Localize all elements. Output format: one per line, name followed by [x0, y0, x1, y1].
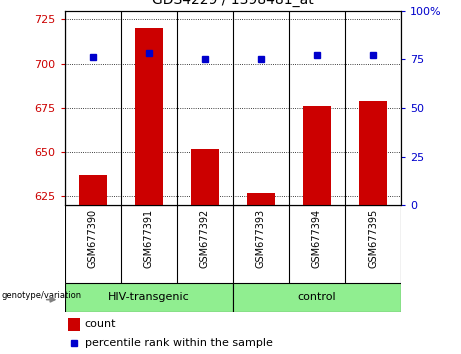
- Text: count: count: [85, 319, 116, 329]
- Bar: [65, 283, 233, 312]
- Bar: [78, 175, 106, 205]
- Text: HIV-transgenic: HIV-transgenic: [108, 292, 189, 302]
- Bar: [233, 283, 401, 312]
- Bar: [191, 149, 219, 205]
- Text: GSM677393: GSM677393: [256, 209, 266, 268]
- Bar: [247, 193, 275, 205]
- Bar: [68, 318, 80, 331]
- Bar: [303, 106, 331, 205]
- Text: genotype/variation: genotype/variation: [1, 291, 82, 301]
- Text: control: control: [298, 292, 336, 302]
- Text: percentile rank within the sample: percentile rank within the sample: [85, 338, 272, 348]
- Text: GSM677394: GSM677394: [312, 209, 322, 268]
- Text: GSM677395: GSM677395: [368, 209, 378, 268]
- Title: GDS4229 / 1398481_at: GDS4229 / 1398481_at: [152, 0, 313, 7]
- Bar: [135, 28, 163, 205]
- Text: GSM677391: GSM677391: [144, 209, 154, 268]
- Text: GSM677392: GSM677392: [200, 209, 210, 268]
- Bar: [359, 101, 387, 205]
- Text: GSM677390: GSM677390: [88, 209, 98, 268]
